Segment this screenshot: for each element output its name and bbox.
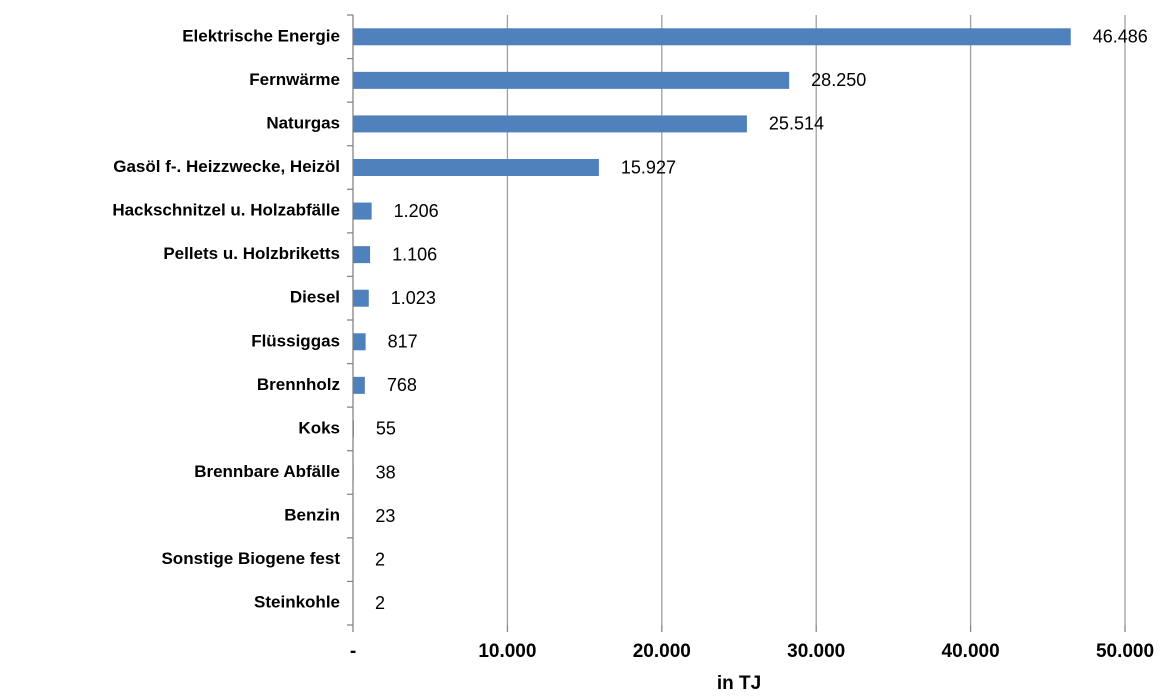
value-label: 55 — [376, 419, 396, 439]
bar — [353, 159, 599, 176]
value-label: 768 — [387, 375, 417, 395]
y-tick-label: Flüssiggas — [251, 331, 340, 350]
y-tick-label: Fernwärme — [249, 70, 340, 89]
bar — [353, 71, 790, 89]
bar — [353, 333, 366, 351]
y-tick-label: Pellets u. Holzbriketts — [163, 244, 340, 263]
x-axis-title: in TJ — [717, 673, 761, 694]
value-label: 25.514 — [769, 114, 824, 134]
x-tick-label: 50.000 — [1096, 641, 1154, 662]
y-tick-label: Benzin — [284, 506, 340, 525]
bar — [353, 246, 371, 264]
y-tick-label: Gasöl f-. Heizzwecke, Heizöl — [113, 157, 340, 176]
x-tick-label: 40.000 — [942, 641, 1000, 662]
bar — [353, 289, 369, 307]
y-tick-label: Naturgas — [266, 113, 340, 132]
value-label: 46.486 — [1093, 27, 1148, 47]
bar — [353, 115, 747, 133]
value-label: 28.250 — [811, 70, 866, 90]
x-tick-label: 10.000 — [478, 641, 536, 662]
value-label: 2 — [375, 549, 385, 569]
x-tick-label: 30.000 — [787, 641, 845, 662]
x-tick-label: 20.000 — [633, 641, 691, 662]
value-label: 817 — [388, 332, 418, 352]
bar — [353, 28, 1071, 46]
y-tick-label: Brennbare Abfälle — [194, 462, 340, 481]
x-tick-label: - — [350, 641, 356, 662]
value-label: 1.206 — [394, 201, 439, 221]
value-label: 1.023 — [391, 288, 436, 308]
value-label: 23 — [375, 506, 395, 526]
bar — [353, 420, 354, 438]
y-tick-label: Diesel — [290, 288, 340, 307]
value-label: 15.927 — [621, 157, 676, 177]
bar — [353, 464, 354, 481]
value-label: 38 — [376, 462, 396, 482]
y-tick-label: Koks — [298, 418, 340, 437]
y-tick-label: Elektrische Energie — [182, 26, 340, 45]
y-tick-label: Hackschnitzel u. Holzabfälle — [112, 201, 340, 220]
value-label: 1.106 — [392, 244, 437, 264]
bar — [353, 202, 372, 220]
y-tick-label: Brennholz — [257, 375, 340, 394]
bar — [353, 376, 365, 394]
value-label: 2 — [375, 593, 385, 613]
y-tick-label: Sonstige Biogene fest — [161, 549, 340, 568]
y-tick-label: Steinkohle — [254, 593, 340, 612]
